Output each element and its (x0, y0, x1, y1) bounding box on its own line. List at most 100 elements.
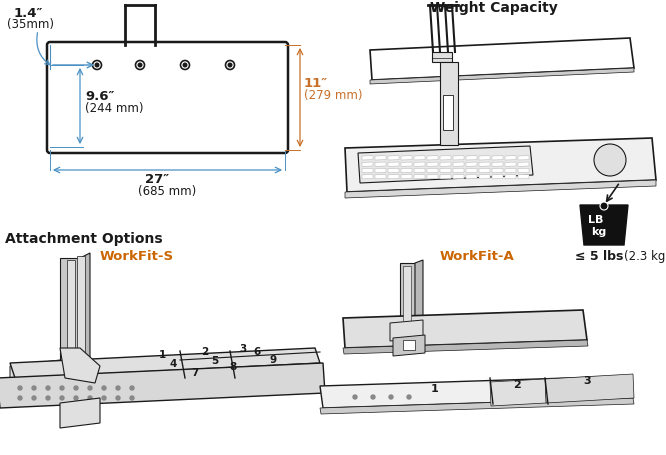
Circle shape (102, 386, 106, 390)
Polygon shape (427, 156, 438, 160)
Text: (2.3 kg): (2.3 kg) (624, 250, 666, 263)
Text: 5: 5 (211, 356, 218, 366)
Polygon shape (343, 310, 587, 348)
Polygon shape (60, 348, 100, 383)
Text: 11″: 11″ (304, 77, 328, 90)
FancyArrowPatch shape (37, 33, 49, 65)
Text: 1: 1 (431, 384, 439, 394)
Bar (403, 340, 415, 350)
Polygon shape (580, 205, 628, 245)
Polygon shape (492, 162, 503, 166)
Circle shape (183, 63, 186, 67)
Text: 1: 1 (159, 350, 166, 360)
Polygon shape (466, 168, 477, 172)
Circle shape (18, 396, 22, 400)
Polygon shape (414, 156, 425, 160)
Text: 27″: 27″ (145, 173, 170, 186)
Polygon shape (492, 168, 503, 172)
Circle shape (74, 386, 78, 390)
Polygon shape (505, 162, 516, 166)
Polygon shape (440, 175, 451, 179)
Polygon shape (358, 146, 533, 183)
Polygon shape (320, 376, 633, 408)
Polygon shape (60, 398, 100, 428)
Polygon shape (453, 168, 464, 172)
Circle shape (116, 386, 120, 390)
Text: (35mm): (35mm) (7, 18, 54, 31)
Text: (244 mm): (244 mm) (85, 102, 143, 115)
Polygon shape (10, 348, 320, 378)
Polygon shape (415, 260, 423, 353)
Polygon shape (388, 162, 399, 166)
Polygon shape (492, 156, 503, 160)
Polygon shape (401, 175, 412, 179)
Polygon shape (362, 168, 373, 172)
Text: 2: 2 (513, 380, 521, 390)
Polygon shape (427, 162, 438, 166)
Circle shape (130, 396, 134, 400)
Text: 4: 4 (169, 359, 176, 369)
Text: LB: LB (588, 215, 603, 225)
Polygon shape (60, 258, 80, 378)
Circle shape (130, 386, 134, 390)
Polygon shape (427, 175, 438, 179)
Polygon shape (453, 156, 464, 160)
Polygon shape (362, 156, 373, 160)
Polygon shape (427, 168, 438, 172)
Polygon shape (345, 180, 656, 198)
Polygon shape (393, 335, 425, 356)
Polygon shape (453, 162, 464, 166)
Polygon shape (518, 156, 529, 160)
Polygon shape (490, 379, 546, 406)
Polygon shape (375, 175, 386, 179)
Circle shape (353, 395, 357, 399)
Circle shape (60, 386, 64, 390)
Polygon shape (388, 175, 399, 179)
Polygon shape (505, 175, 516, 179)
Polygon shape (414, 175, 425, 179)
Text: 7: 7 (191, 368, 198, 378)
Polygon shape (362, 162, 373, 166)
Polygon shape (390, 320, 423, 341)
Circle shape (389, 395, 393, 399)
Text: ≤ 5 lbs: ≤ 5 lbs (575, 250, 623, 263)
Polygon shape (466, 156, 477, 160)
Text: (279 mm): (279 mm) (304, 89, 362, 102)
Polygon shape (400, 263, 415, 353)
Polygon shape (414, 168, 425, 172)
Bar (440, 62, 458, 145)
Polygon shape (388, 168, 399, 172)
Polygon shape (375, 162, 386, 166)
Circle shape (88, 386, 92, 390)
Polygon shape (466, 162, 477, 166)
Circle shape (594, 144, 626, 176)
Polygon shape (10, 360, 60, 382)
Circle shape (139, 63, 142, 67)
Text: 3: 3 (239, 344, 246, 354)
Polygon shape (388, 156, 399, 160)
Circle shape (46, 396, 50, 400)
Polygon shape (343, 340, 588, 354)
Polygon shape (414, 162, 425, 166)
Polygon shape (362, 175, 373, 179)
Polygon shape (479, 162, 490, 166)
Polygon shape (440, 156, 451, 160)
Polygon shape (80, 253, 90, 378)
Circle shape (407, 395, 411, 399)
Polygon shape (370, 38, 634, 80)
Circle shape (228, 63, 232, 67)
Bar (432, 52, 452, 62)
Polygon shape (545, 374, 634, 403)
Text: 9: 9 (270, 355, 276, 365)
Polygon shape (440, 162, 451, 166)
Text: 6: 6 (253, 347, 260, 357)
Circle shape (32, 386, 36, 390)
Circle shape (18, 386, 22, 390)
Text: (685 mm): (685 mm) (139, 185, 196, 198)
Polygon shape (0, 363, 325, 408)
Polygon shape (375, 168, 386, 172)
Text: WorkFit-S: WorkFit-S (100, 250, 174, 263)
Circle shape (60, 396, 64, 400)
Polygon shape (453, 175, 464, 179)
Polygon shape (518, 168, 529, 172)
